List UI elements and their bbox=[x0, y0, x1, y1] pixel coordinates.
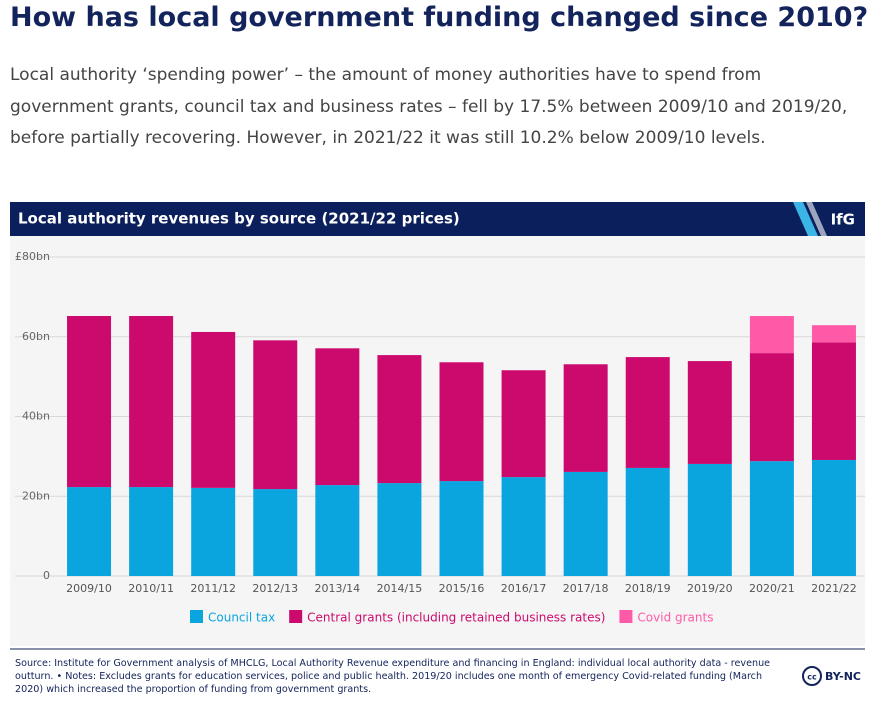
chart-banner bbox=[10, 202, 865, 236]
legend-swatch bbox=[190, 610, 203, 623]
x-tick-label: 2017/18 bbox=[563, 582, 609, 595]
y-tick-label: 60bn bbox=[22, 330, 50, 343]
x-tick-label: 2016/17 bbox=[501, 582, 547, 595]
bar-segment bbox=[439, 481, 484, 576]
bar-segment bbox=[253, 489, 298, 576]
bar-segment bbox=[687, 463, 732, 576]
bar-segment bbox=[315, 485, 360, 576]
y-tick-label: 40bn bbox=[22, 410, 50, 423]
bar-segment bbox=[811, 342, 856, 460]
bar-segment bbox=[377, 483, 422, 576]
bar-segment bbox=[563, 364, 608, 472]
logo: IfG bbox=[831, 211, 855, 229]
x-tick-label: 2010/11 bbox=[128, 582, 174, 595]
bar-segment bbox=[749, 316, 794, 354]
bar-segment bbox=[501, 370, 546, 478]
x-tick-label: 2021/22 bbox=[811, 582, 857, 595]
bar-segment bbox=[749, 353, 794, 462]
license: BY-NC bbox=[825, 670, 861, 683]
x-tick-label: 2009/10 bbox=[66, 582, 112, 595]
logo-stripe bbox=[793, 202, 818, 236]
y-tick-label: £80bn bbox=[15, 250, 50, 263]
bar-segment bbox=[749, 461, 794, 576]
chart-title: Local authority revenues by source (2021… bbox=[18, 210, 460, 228]
bar-segment bbox=[67, 487, 112, 576]
x-tick-label: 2020/21 bbox=[749, 582, 795, 595]
bar-segment bbox=[129, 316, 174, 488]
y-tick-label: 0 bbox=[43, 569, 50, 582]
x-tick-label: 2019/20 bbox=[687, 582, 733, 595]
bar-segment bbox=[377, 355, 422, 484]
bar-segment bbox=[315, 348, 360, 486]
bar-segment bbox=[811, 459, 856, 576]
bar-segment bbox=[191, 487, 236, 576]
logo-stripe bbox=[806, 202, 827, 236]
legend-swatch bbox=[619, 610, 633, 623]
x-tick-label: 2011/12 bbox=[190, 582, 236, 595]
bar-segment bbox=[625, 467, 670, 576]
x-tick-label: 2018/19 bbox=[625, 582, 671, 595]
x-tick-label: 2014/15 bbox=[377, 582, 423, 595]
bar-segment bbox=[191, 331, 236, 488]
heading: How has local government funding changed… bbox=[10, 2, 869, 33]
x-tick-label: 2013/14 bbox=[314, 582, 360, 595]
bar-segment bbox=[439, 362, 484, 482]
bar-segment bbox=[253, 340, 298, 490]
legend-swatch bbox=[289, 610, 303, 623]
bar-segment bbox=[687, 361, 732, 464]
legend-label: Council tax bbox=[208, 611, 275, 625]
bar-segment bbox=[67, 316, 112, 488]
bar-segment bbox=[501, 477, 546, 576]
bar-segment bbox=[625, 357, 670, 468]
bar-segment bbox=[563, 471, 608, 576]
source-note: Source: Institute for Government analysi… bbox=[15, 658, 771, 695]
y-tick-label: 20bn bbox=[22, 489, 50, 502]
intro: Local authority ‘spending power’ – the a… bbox=[10, 65, 848, 148]
cc-icon bbox=[802, 666, 822, 686]
x-tick-label: 2012/13 bbox=[252, 582, 298, 595]
legend-label: Covid grants bbox=[637, 611, 713, 625]
bar-segment bbox=[811, 325, 856, 343]
legend-label: Central grants (including retained busin… bbox=[307, 611, 605, 625]
bar-segment bbox=[129, 487, 174, 576]
cc-icon-text: cc bbox=[807, 673, 817, 682]
x-tick-label: 2015/16 bbox=[439, 582, 485, 595]
